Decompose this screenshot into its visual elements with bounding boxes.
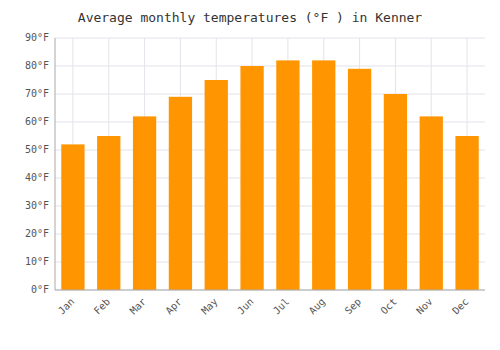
y-grid-line [55,66,485,67]
y-tick-label: 0°F [31,284,49,295]
x-tick-label: May [199,296,220,317]
x-tick-label: Feb [92,296,113,317]
x-tick-label: Mar [128,296,149,317]
y-tick-label: 80°F [25,60,49,71]
bars [61,60,478,290]
bar [169,97,192,290]
bar [384,94,407,290]
bar [276,60,299,290]
x-tick-label: Jun [235,296,256,317]
bar [97,136,120,290]
y-tick-label: 20°F [25,228,49,239]
y-axis-line [55,38,56,290]
y-tick-label: 90°F [25,32,49,43]
bar [240,66,263,290]
bar [205,80,228,290]
y-grid-line [55,290,485,291]
chart-svg: 0°F 10°F 20°F 30°F 40°F 50°F 60°F 70°F 80°F 90°F J… [0,0,500,350]
y-tick-label: 30°F [25,200,49,211]
x-tick-label: Dec [450,296,471,317]
chart-container: 0°F 10°F 20°F 30°F 40°F 50°F 60°F 70°F 80°F 90°F J… [0,0,500,350]
x-tick-label: Aug [307,296,328,317]
chart-title: Average monthly temperatures (°F ) in Ke… [78,10,423,25]
x-tick-label: Oct [378,296,399,317]
x-tick-label: Apr [163,296,184,317]
y-tick-label: 50°F [25,144,49,155]
bar [61,144,84,290]
y-tick-label: 70°F [25,88,49,99]
y-tick-label: 10°F [25,256,49,267]
y-tick-label: 40°F [25,172,49,183]
x-tick-label: Jan [56,296,77,317]
bar [312,60,335,290]
bar [455,136,478,290]
y-grid-line [55,94,485,95]
x-tick-label: Nov [414,296,435,317]
grid [55,38,485,290]
bar [133,116,156,290]
y-tick-label: 60°F [25,116,49,127]
bar [420,116,443,290]
y-grid-line [55,38,485,39]
bar [348,69,371,290]
x-tick-label: Sep [343,296,364,317]
x-tick-label: Jul [271,296,292,317]
x-axis-line [55,290,485,291]
